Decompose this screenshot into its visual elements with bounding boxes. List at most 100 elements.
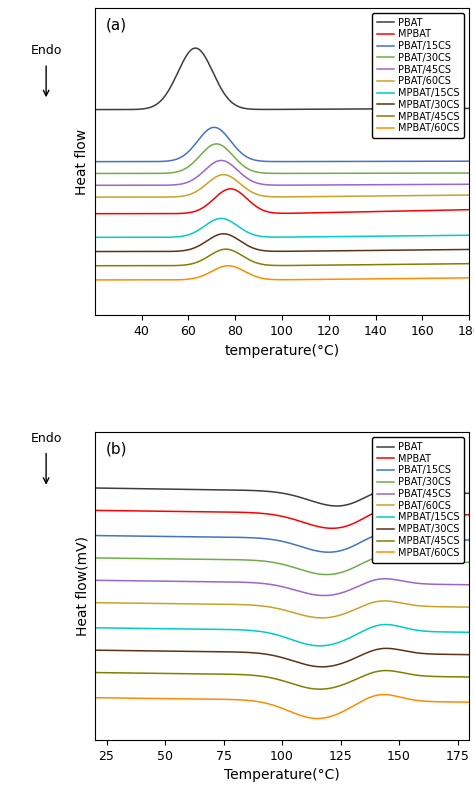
PBAT/15CS xyxy=(130,157,136,166)
Legend: PBAT, MPBAT, PBAT/15CS, PBAT/30CS, PBAT/45CS, PBAT/60CS, MPBAT/15CS, MPBAT/30CS,: PBAT, MPBAT, PBAT/15CS, PBAT/30CS, PBAT/… xyxy=(372,437,465,563)
PBAT/30CS xyxy=(92,553,98,563)
Text: Endo: Endo xyxy=(30,431,62,445)
MPBAT xyxy=(391,503,397,512)
PBAT xyxy=(384,104,390,113)
MPBAT xyxy=(257,508,263,518)
PBAT xyxy=(92,105,98,114)
MPBAT/60CS xyxy=(391,274,397,283)
MPBAT/15CS xyxy=(130,623,136,633)
MPBAT/45CS xyxy=(466,259,472,268)
PBAT/30CS xyxy=(324,570,329,579)
PBAT/30CS xyxy=(392,552,397,561)
MPBAT xyxy=(130,506,136,515)
MPBAT/45CS xyxy=(466,672,472,682)
MPBAT/60CS xyxy=(381,690,387,700)
PBAT xyxy=(192,43,198,53)
MPBAT/60CS xyxy=(257,697,263,707)
PBAT/15CS xyxy=(391,157,397,166)
PBAT/45CS xyxy=(244,173,249,183)
PBAT/15CS xyxy=(92,531,98,541)
PBAT/45CS xyxy=(466,179,472,189)
PBAT xyxy=(92,483,98,493)
MPBAT/15CS xyxy=(257,626,263,636)
MPBAT/60CS xyxy=(349,702,355,711)
MPBAT/60CS xyxy=(130,693,136,703)
PBAT/15CS xyxy=(211,123,217,132)
MPBAT/30CS xyxy=(391,246,397,255)
PBAT/60CS xyxy=(257,601,263,611)
PBAT/30CS xyxy=(243,556,249,565)
MPBAT/15CS xyxy=(244,227,249,236)
MPBAT/60CS xyxy=(385,690,391,700)
MPBAT/15CS xyxy=(218,214,224,224)
PBAT/60CS xyxy=(244,184,249,194)
PBAT/45CS xyxy=(130,180,136,190)
PBAT/30CS xyxy=(384,168,390,178)
MPBAT/15CS xyxy=(257,231,263,241)
MPBAT/15CS xyxy=(243,626,249,635)
Line: PBAT: PBAT xyxy=(95,48,469,109)
PBAT/45CS xyxy=(243,578,249,587)
PBAT/45CS xyxy=(392,575,397,584)
MPBAT/60CS xyxy=(130,275,136,285)
MPBAT/30CS xyxy=(92,645,98,655)
Y-axis label: Heat flow(mV): Heat flow(mV) xyxy=(75,536,89,636)
MPBAT/30CS xyxy=(466,245,472,254)
MPBAT/45CS xyxy=(384,260,390,269)
Line: MPBAT/30CS: MPBAT/30CS xyxy=(95,234,469,252)
MPBAT xyxy=(466,510,472,519)
PBAT/15CS xyxy=(326,548,331,557)
Y-axis label: Heat flow: Heat flow xyxy=(75,128,89,194)
MPBAT/60CS xyxy=(466,273,472,283)
PBAT/15CS xyxy=(384,157,390,166)
PBAT/60CS xyxy=(391,191,397,201)
Line: PBAT/30CS: PBAT/30CS xyxy=(95,556,469,575)
MPBAT xyxy=(130,209,136,219)
Line: MPBAT/45CS: MPBAT/45CS xyxy=(95,249,469,266)
MPBAT/60CS xyxy=(392,691,397,700)
PBAT/15CS xyxy=(349,157,355,166)
MPBAT/45CS xyxy=(383,666,389,675)
MPBAT/15CS xyxy=(384,231,390,241)
PBAT xyxy=(391,484,397,493)
PBAT/60CS xyxy=(220,170,226,179)
PBAT/60CS xyxy=(92,598,98,608)
MPBAT/15CS xyxy=(349,632,355,641)
PBAT/15CS xyxy=(257,534,263,543)
MPBAT xyxy=(391,206,397,216)
PBAT/15CS xyxy=(349,541,355,551)
Line: MPBAT/15CS: MPBAT/15CS xyxy=(95,625,469,646)
Line: MPBAT/60CS: MPBAT/60CS xyxy=(95,266,469,280)
MPBAT xyxy=(392,503,397,512)
MPBAT xyxy=(244,194,249,203)
PBAT/60CS xyxy=(384,191,390,201)
PBAT/15CS xyxy=(385,529,391,538)
MPBAT xyxy=(384,504,390,513)
PBAT/45CS xyxy=(466,580,472,589)
PBAT/45CS xyxy=(92,575,98,585)
PBAT/45CS xyxy=(321,591,327,600)
MPBAT/15CS xyxy=(466,231,472,240)
PBAT xyxy=(130,105,136,114)
MPBAT/30CS xyxy=(466,650,472,660)
PBAT/30CS xyxy=(384,551,390,560)
MPBAT/30CS xyxy=(257,246,263,255)
MPBAT xyxy=(349,207,355,216)
MPBAT/45CS xyxy=(223,245,229,254)
PBAT/30CS xyxy=(466,558,472,567)
MPBAT xyxy=(243,508,249,517)
MPBAT/15CS xyxy=(391,231,397,241)
MPBAT/15CS xyxy=(92,233,98,242)
PBAT/30CS xyxy=(214,139,219,149)
MPBAT/45CS xyxy=(92,261,98,271)
PBAT/60CS xyxy=(466,190,472,200)
PBAT/45CS xyxy=(384,180,390,190)
PBAT/60CS xyxy=(130,192,136,201)
MPBAT/30CS xyxy=(383,644,389,653)
PBAT/45CS xyxy=(257,578,263,588)
Line: PBAT/30CS: PBAT/30CS xyxy=(95,144,469,173)
MPBAT/15CS xyxy=(392,621,397,630)
MPBAT/45CS xyxy=(317,685,323,694)
MPBAT/30CS xyxy=(130,247,136,257)
Line: PBAT/45CS: PBAT/45CS xyxy=(95,161,469,185)
